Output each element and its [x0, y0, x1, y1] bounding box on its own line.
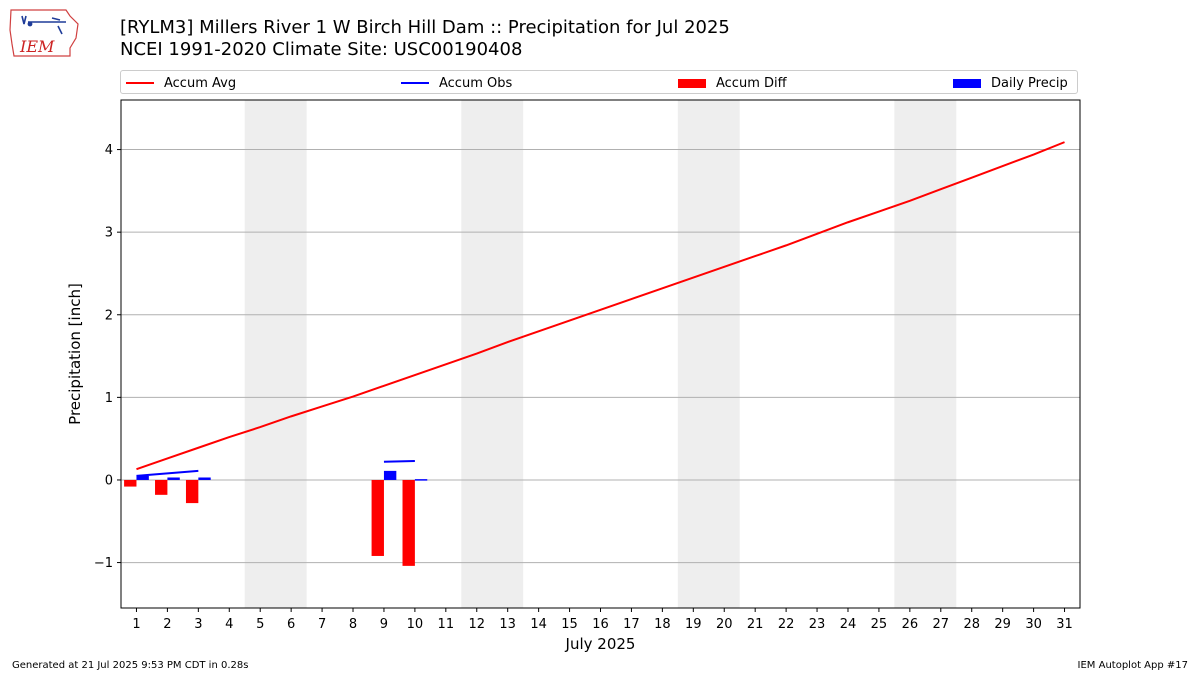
- x-tick-label: 23: [809, 617, 826, 632]
- weather-station-icon: [21, 15, 66, 35]
- x-tick-label: 12: [468, 617, 485, 632]
- accum-diff-bar: [402, 479, 415, 566]
- x-tick-label: 19: [685, 617, 702, 632]
- x-tick-label: 30: [1025, 617, 1042, 632]
- y-tick-label: 0: [105, 473, 113, 488]
- x-tick-label: 9: [380, 617, 388, 632]
- x-tick-label: 13: [499, 617, 516, 632]
- x-tick-label: 16: [592, 617, 609, 632]
- accum-avg-line: [136, 141, 1065, 471]
- chart-title: [RYLM3] Millers River 1 W Birch Hill Dam…: [120, 17, 730, 38]
- daily-precip-bar: [167, 477, 180, 480]
- x-tick-label: 24: [840, 617, 857, 632]
- daily-precip-bar: [136, 475, 149, 480]
- accum-obs-line: [136, 469, 199, 477]
- x-tick-label: 15: [561, 617, 578, 632]
- y-tick-label: 3: [105, 226, 113, 241]
- legend-label-accum-avg: Accum Avg: [164, 75, 237, 91]
- legend-item-accum-diff: Accum Diff: [678, 74, 787, 92]
- x-tick-label: 18: [654, 617, 671, 632]
- legend-swatch-accum-diff: [678, 78, 706, 88]
- app-credit: IEM Autoplot App #17: [1077, 660, 1188, 671]
- accum-obs-line: [383, 459, 415, 463]
- x-tick-label: 6: [287, 617, 295, 632]
- legend-label-accum-diff: Accum Diff: [716, 75, 787, 91]
- x-tick-label: 10: [407, 617, 424, 632]
- legend-swatch-daily-precip: [953, 78, 981, 88]
- x-tick-label: 17: [623, 617, 640, 632]
- x-tick-label: 3: [194, 617, 202, 632]
- x-tick-label: 5: [256, 617, 264, 632]
- y-tick-label: 2: [105, 308, 113, 323]
- x-tick-label: 31: [1056, 617, 1073, 632]
- x-tick-label: 29: [994, 617, 1011, 632]
- x-tick-label: 2: [163, 617, 171, 632]
- weekend-band: [244, 100, 307, 608]
- y-tick-label: −1: [94, 556, 113, 571]
- x-tick-label: 26: [902, 617, 919, 632]
- chart-legend: Accum Avg Accum Obs Accum Diff Daily Pre…: [120, 70, 1078, 94]
- iem-logo-text: IEM: [19, 37, 55, 56]
- legend-label-daily-precip: Daily Precip: [991, 75, 1068, 91]
- weekend-band: [677, 100, 740, 608]
- x-tick-label: 28: [963, 617, 980, 632]
- x-tick-label: 27: [933, 617, 950, 632]
- x-tick-label: 4: [225, 617, 233, 632]
- x-tick-label: 20: [716, 617, 733, 632]
- daily-precip-bar: [383, 470, 397, 480]
- weekend-band: [894, 100, 957, 608]
- chart-subtitle: NCEI 1991-2020 Climate Site: USC00190408: [120, 39, 523, 60]
- y-tick-label: 4: [105, 143, 113, 158]
- plot-frame: [120, 99, 1081, 609]
- iem-logo: IEM: [9, 9, 79, 57]
- x-axis-label: July 2025: [565, 635, 636, 653]
- legend-swatch-accum-avg: [126, 82, 154, 84]
- y-tick-label: 1: [105, 391, 113, 406]
- x-tick-label: 8: [349, 617, 357, 632]
- legend-item-accum-obs: Accum Obs: [401, 74, 512, 92]
- x-tick-label: 22: [778, 617, 795, 632]
- y-axis-label: Precipitation [inch]: [66, 283, 84, 425]
- x-tick-label: 14: [530, 617, 547, 632]
- accum-diff-bar: [371, 479, 384, 556]
- accum-diff-bar: [185, 479, 199, 504]
- x-tick-label: 25: [871, 617, 888, 632]
- x-tick-label: 11: [438, 617, 455, 632]
- legend-item-daily-precip: Daily Precip: [953, 74, 1068, 92]
- legend-item-accum-avg: Accum Avg: [126, 74, 236, 92]
- weekend-band: [461, 100, 524, 608]
- daily-precip-bar: [414, 479, 428, 481]
- legend-label-accum-obs: Accum Obs: [439, 75, 513, 91]
- legend-swatch-accum-obs: [401, 82, 429, 84]
- generated-timestamp: Generated at 21 Jul 2025 9:53 PM CDT in …: [12, 660, 249, 671]
- accum-diff-bar: [124, 479, 137, 487]
- x-tick-label: 7: [318, 617, 326, 632]
- accum-diff-bar: [155, 479, 168, 495]
- x-tick-label: 21: [747, 617, 764, 632]
- daily-precip-bar: [198, 477, 211, 480]
- x-tick-label: 1: [132, 617, 140, 632]
